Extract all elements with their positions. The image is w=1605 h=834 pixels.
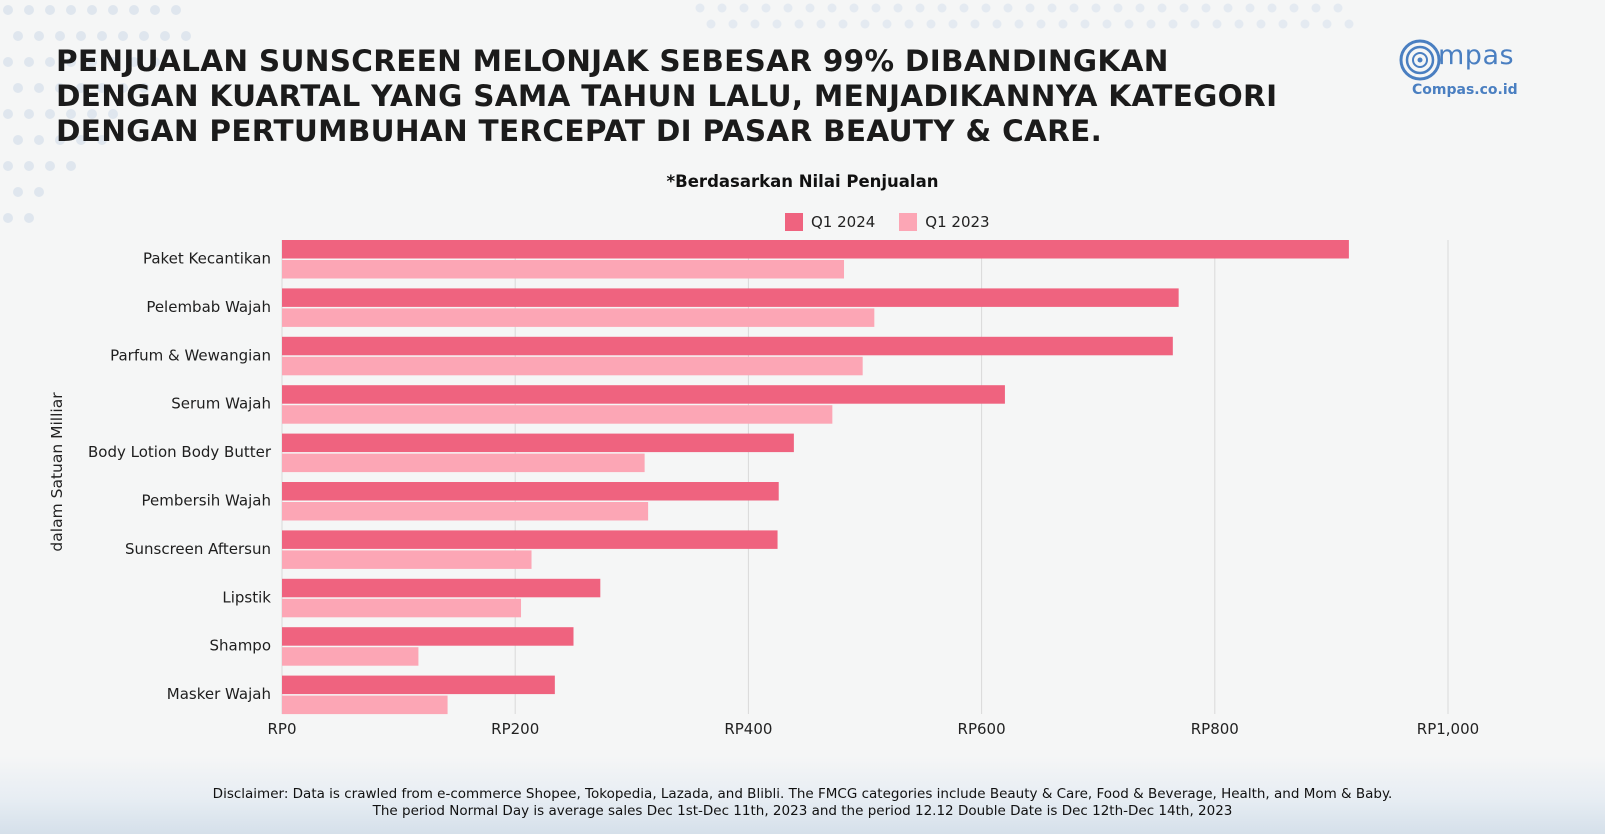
bar-q1-2024 [282,240,1349,259]
logo-wordmark: mpas [1438,40,1515,71]
bar-q1-2023 [282,260,845,279]
title-line: DENGAN PERTUMBUHAN TERCEPAT DI PASAR BEA… [56,114,1103,148]
page-title: PENJUALAN SUNSCREEN MELONJAK SEBESAR 99%… [56,44,1316,149]
legend-item-q1-2024: Q1 2024 [785,213,875,231]
bar-q1-2023 [282,356,863,376]
legend-swatch-q1-2023 [899,213,918,231]
bar-q1-2023 [282,695,448,715]
legend-label-q1-2023: Q1 2023 [925,213,990,231]
bar-chart: RP0 RP200 RP400 RP600 RP800 RP1,000 Paket Keca… [88,240,1479,738]
bar-q1-2024 [282,627,574,646]
bar-q1-2024 [282,433,794,453]
title-line: DENGAN KUARTAL YANG SAMA TAHUN LALU, MEN… [56,79,1278,113]
bar-q1-2024 [282,288,1179,307]
bar-q1-2024 [282,336,1173,356]
x-tick-label: RP600 [958,720,1006,738]
bar-q1-2023 [282,550,532,569]
bar-q1-2024 [282,482,779,501]
disclaimer-line: The period Normal Day is average sales D… [372,803,1233,819]
bar-q1-2024 [282,675,555,695]
footer-band [0,756,1605,834]
category-label: Pembersih Wajah [142,492,271,510]
logo-url: Compas.co.id [1412,82,1518,98]
disclaimer-line: Disclaimer: Data is crawled from e-comme… [212,786,1393,802]
category-label: Shampo [209,637,271,655]
legend-item-q1-2023: Q1 2023 [899,213,990,231]
category-label: Sunscreen Aftersun [125,540,271,558]
x-tick-label: RP800 [1191,720,1239,738]
category-label: Serum Wajah [171,395,271,413]
bar-q1-2023 [282,453,645,473]
bar-q1-2023 [282,647,419,666]
category-label: Body Lotion Body Butter [88,443,272,461]
bar-q1-2023 [282,598,522,618]
x-tick-label: RP0 [267,720,296,738]
category-label: Lipstik [222,588,271,606]
category-label: Masker Wajah [167,685,271,703]
category-label: Parfum & Wewangian [110,346,271,364]
chart-subtitle: *Berdasarkan Nilai Penjualan [666,172,939,191]
bar-q1-2023 [282,405,833,424]
x-tick-label: RP200 [491,720,539,738]
title-line: PENJUALAN SUNSCREEN MELONJAK SEBESAR 99%… [56,44,1169,78]
disclaimer: Disclaimer: Data is crawled from e-comme… [0,786,1605,820]
bar-q1-2024 [282,530,778,549]
compas-logo: mpas Compas.co.id [1398,36,1518,100]
compas-logo-mark-icon [1399,39,1441,81]
bar-q1-2023 [282,308,875,327]
bar-q1-2024 [282,578,601,598]
chart-legend: Q1 2024 Q1 2023 [785,212,990,232]
x-tick-label: RP1,000 [1417,720,1479,738]
bar-q1-2023 [282,502,649,521]
category-label: Paket Kecantikan [143,250,271,268]
category-label: Pelembab Wajah [146,298,271,316]
x-tick-label: RP400 [724,720,772,738]
legend-label-q1-2024: Q1 2024 [811,213,876,231]
legend-swatch-q1-2024 [785,213,803,231]
bar-q1-2024 [282,385,1005,404]
